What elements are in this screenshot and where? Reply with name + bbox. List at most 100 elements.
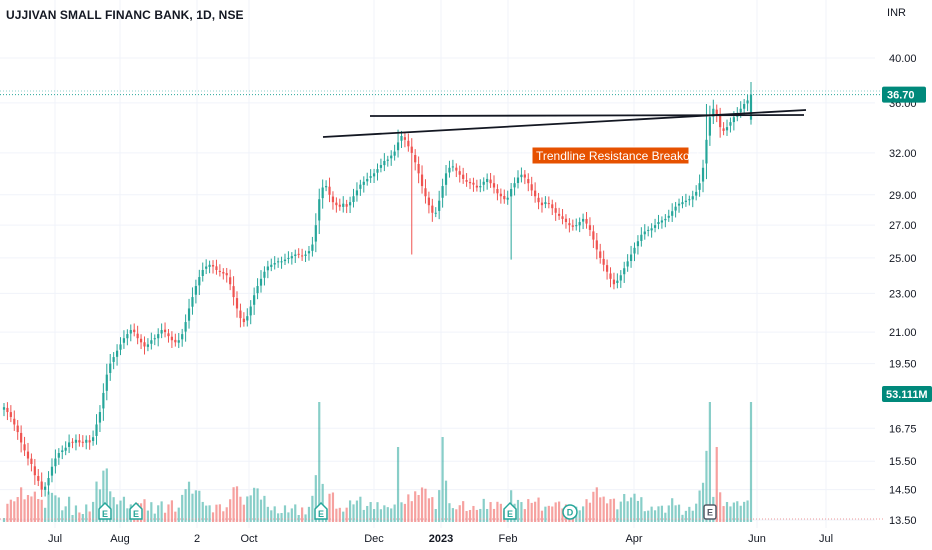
- volume-bar: [232, 487, 235, 522]
- volume-bar: [44, 507, 47, 522]
- volume-bar: [170, 500, 174, 522]
- candle-body: [438, 200, 441, 211]
- candle-body: [558, 213, 561, 216]
- volume-bar: [623, 494, 626, 522]
- earnings-upcoming-marker: [703, 504, 717, 520]
- volume-bar: [636, 500, 640, 522]
- volume-bar: [407, 494, 410, 522]
- candle-body: [30, 458, 33, 464]
- candle-body: [455, 167, 458, 171]
- candle-body: [321, 187, 324, 199]
- candle-body: [68, 442, 71, 447]
- candle-body: [290, 256, 293, 259]
- volume-bar: [462, 501, 465, 522]
- candle-body: [355, 190, 359, 196]
- candle-body: [253, 295, 256, 305]
- candle-body: [551, 204, 554, 209]
- volume-bar: [417, 494, 420, 522]
- volume-bar: [725, 501, 729, 522]
- volume-bar: [479, 508, 482, 522]
- earnings-marker-label: E: [102, 509, 108, 519]
- volume-bar: [68, 496, 71, 522]
- volume-bar: [602, 496, 605, 522]
- candle-body: [205, 266, 208, 269]
- candle-body: [441, 186, 444, 198]
- candle-body: [516, 177, 520, 184]
- candle-body: [280, 261, 283, 263]
- candle-body: [698, 183, 701, 190]
- volume-bar: [85, 504, 88, 522]
- candle-body: [33, 466, 36, 476]
- candle-body: [379, 165, 383, 168]
- candle-body: [431, 205, 434, 213]
- volume-bar: [616, 509, 619, 522]
- volume-bar: [537, 497, 540, 522]
- candle-body: [681, 202, 684, 205]
- volume-bar: [647, 510, 650, 522]
- candle-body: [667, 215, 670, 218]
- candle-body: [719, 115, 722, 128]
- y-tick-label: 40.00: [889, 53, 917, 65]
- candle-body: [640, 234, 643, 241]
- candle-body: [482, 181, 485, 185]
- candle-body: [674, 206, 677, 211]
- volume-bar: [362, 509, 365, 522]
- volume-bar: [115, 504, 119, 522]
- volume-bar: [482, 498, 485, 522]
- volume-bar: [650, 506, 653, 522]
- volume-bar: [736, 501, 739, 522]
- candle-body: [400, 135, 403, 141]
- volume-bar: [561, 508, 564, 522]
- candle-body: [386, 159, 389, 161]
- volume-bar: [376, 502, 379, 522]
- candle-body: [263, 271, 266, 278]
- earnings-marker: [314, 501, 328, 520]
- volume-bar: [64, 506, 67, 522]
- volume-bar: [78, 512, 81, 522]
- volume-bar: [119, 500, 122, 522]
- candle-body: [616, 280, 619, 284]
- candle-body: [660, 220, 664, 223]
- volume-bar: [331, 492, 335, 522]
- candle-body: [150, 340, 153, 344]
- candle-body: [88, 440, 91, 443]
- y-tick-label: 23.00: [889, 288, 917, 300]
- volume-bar: [146, 510, 150, 522]
- candle-body: [540, 202, 544, 206]
- candle-body: [102, 392, 105, 409]
- candle-body: [623, 268, 626, 275]
- candle-body: [157, 334, 160, 339]
- candle-body: [119, 344, 122, 350]
- volume-bar: [619, 501, 622, 522]
- candle-body: [523, 174, 526, 178]
- volume-bar: [201, 501, 204, 522]
- volume-bar: [37, 499, 40, 522]
- candle-body: [215, 266, 218, 270]
- candle-body: [301, 255, 304, 257]
- volume-bar: [122, 496, 126, 522]
- volume-bar: [184, 489, 187, 522]
- candle-body: [362, 181, 365, 185]
- candle-body: [20, 432, 23, 443]
- candle-body: [249, 306, 252, 316]
- volume-bar: [23, 499, 26, 522]
- earnings-upcoming-label: E: [707, 508, 713, 518]
- volume-bar: [6, 503, 9, 522]
- candle-body: [348, 202, 352, 206]
- candle-body: [174, 339, 177, 343]
- volume-bar: [626, 501, 629, 522]
- x-tick-label: Jul: [819, 533, 833, 545]
- candle-body: [647, 229, 650, 231]
- last-price-value: 36.70: [887, 90, 915, 102]
- volume-bar: [523, 509, 526, 522]
- candle-body: [194, 286, 197, 295]
- candle-body: [352, 196, 355, 202]
- volume-bar: [47, 491, 50, 522]
- volume-bar: [30, 496, 33, 522]
- volume-bar: [321, 483, 324, 522]
- candle-body: [85, 439, 88, 443]
- volume-bar: [578, 510, 581, 522]
- candle-body: [743, 103, 746, 109]
